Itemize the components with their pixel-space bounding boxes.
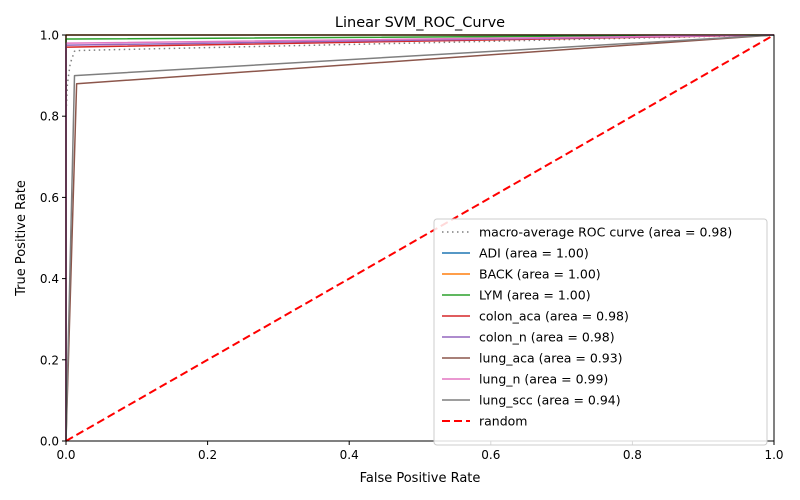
x-tick-label: 0.6 <box>481 448 500 462</box>
legend-label-6: lung_aca (area = 0.93) <box>479 351 623 366</box>
legend-box <box>433 218 768 446</box>
legend: macro-average ROC curve (area = 0.98) ADI… <box>433 218 768 446</box>
legend-label-9: random <box>479 414 527 429</box>
y-tick-label: 0.4 <box>40 272 59 286</box>
plot-frame <box>65 34 775 442</box>
series-line-0 <box>65 34 775 441</box>
legend-label-3: LYM (area = 1.00) <box>479 288 591 303</box>
y-tick-label: 0.2 <box>40 353 59 367</box>
legend-label-2: BACK (area = 1.00) <box>479 267 601 282</box>
series-line-8 <box>65 34 775 442</box>
chart-title: Linear SVM_ROC_Curve <box>335 15 505 31</box>
x-tick-label: 1.0 <box>764 448 783 462</box>
legend-label-1: ADI (area = 1.00) <box>479 246 589 261</box>
y-axis-label: True Positive Rate <box>14 180 29 297</box>
legend-label-8: lung_scc (area = 0.94) <box>479 393 621 408</box>
x-tick-label: 0.8 <box>623 448 642 462</box>
y-tick-label: 0.8 <box>40 110 59 124</box>
y-tick-label: 0.0 <box>40 435 59 449</box>
legend-label-5: colon_n (area = 0.98) <box>479 330 615 345</box>
y-tick-label: 0.6 <box>40 191 59 205</box>
series-line-9 <box>65 34 775 442</box>
x-tick-label: 0.0 <box>56 448 75 462</box>
legend-label-7: lung_n (area = 0.99) <box>479 372 608 387</box>
x-tick-label: 0.4 <box>340 448 359 462</box>
ticks-layer: 0.0 0.2 0.4 0.6 0.8 1.0 0.0 0.2 0.4 0.6 0.8 1.0 <box>40 29 784 463</box>
x-axis-label: False Positive Rate <box>360 471 481 486</box>
legend-label-0: macro-average ROC curve (area = 0.98) <box>479 225 732 240</box>
legend-label-4: colon_aca (area = 0.98) <box>479 309 629 324</box>
x-tick-label: 0.2 <box>198 448 217 462</box>
series-line-6 <box>65 34 775 442</box>
y-tick-label: 1.0 <box>40 29 59 43</box>
